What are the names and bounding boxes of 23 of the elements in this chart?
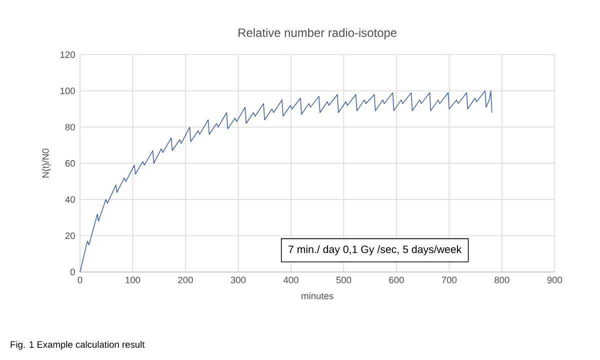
- x-tick-label: 700: [442, 276, 457, 284]
- y-tick-label: 0: [70, 268, 75, 276]
- line-series: [80, 90, 492, 272]
- y-tick-label: 20: [65, 232, 75, 240]
- x-tick-label: 400: [283, 276, 298, 284]
- y-tick-label: 120: [60, 51, 75, 58]
- chart-title: Relative number radio-isotope: [238, 28, 397, 40]
- caption: Fig. 1 Example calculation result: [10, 341, 145, 350]
- x-tick-label: 600: [389, 276, 404, 284]
- x-axis-title: minutes: [302, 292, 334, 300]
- x-tick-label: 0: [78, 276, 82, 284]
- y-tick-label: 40: [65, 196, 75, 203]
- x-tick-label: 200: [178, 276, 193, 284]
- x-tick-label: 800: [494, 276, 510, 284]
- x-tick-label: 900: [547, 276, 562, 284]
- x-tick-label: 500: [336, 276, 352, 284]
- y-tick-label: 100: [60, 88, 75, 94]
- y-axis-title: N(t)/N0: [42, 148, 51, 178]
- x-tick-label: 300: [230, 276, 246, 284]
- x-tick-label: 100: [126, 276, 140, 284]
- y-tick-label: 60: [65, 160, 75, 167]
- y-tick-label: 80: [65, 124, 75, 130]
- annotation: 7 min./ day 0,1 Gy /sec, 5 days/week: [288, 245, 462, 256]
